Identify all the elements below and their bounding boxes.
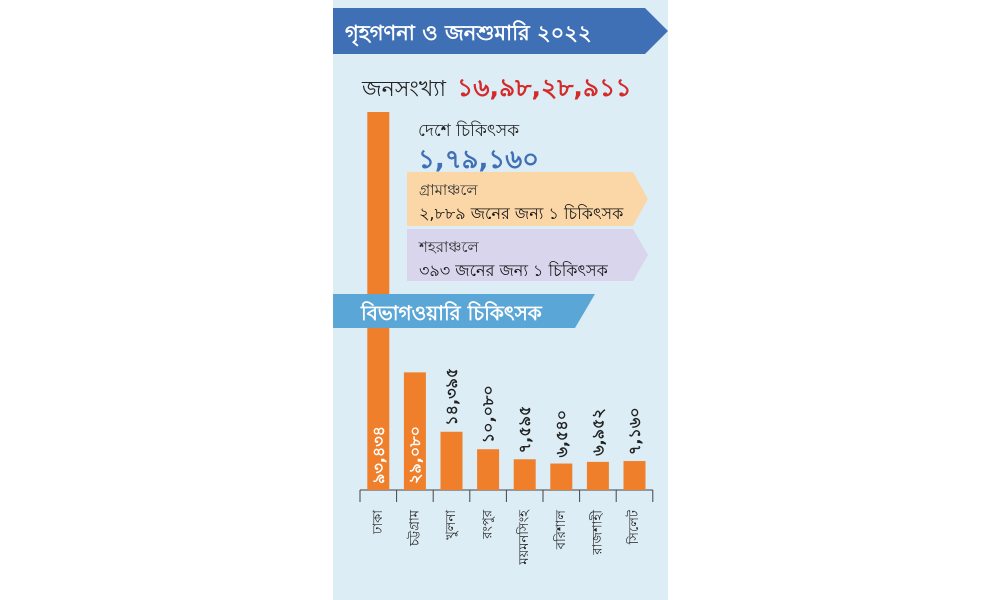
section-banner: বিভাগওয়ারি চিকিৎসক — [333, 294, 595, 328]
total-doctors-value: ১,৭৯,১৬০ — [418, 145, 540, 175]
category-label: ঢাকা — [371, 510, 386, 535]
category-label: ময়মনসিংহ — [516, 509, 532, 566]
bar — [586, 461, 609, 490]
population-value: ১৬,৯৮,২৮,৯১১ — [457, 73, 632, 102]
bar — [477, 449, 500, 490]
bar-value-label: ৬,৯৫২ — [588, 408, 607, 456]
division-bar-chart: ৯৩,৪৩৪ ঢাকা ২৯,০৮০ চট্টগ্রাম ১৪,৩৯৫ খুলনা ১০,০… — [359, 112, 654, 566]
bar — [623, 461, 646, 490]
bar — [440, 431, 463, 490]
rural-ratio-box: গ্রামাঞ্চলে ২,৮৮৯ জনের জন্য ১ চিকিৎসক — [407, 172, 648, 226]
bar-value-label: ১৪,৩৯৫ — [442, 368, 461, 426]
bar — [403, 372, 426, 490]
rural-box-shape — [407, 172, 648, 226]
category-label: খুলনা — [444, 510, 459, 540]
category-label: বরিশাল — [553, 510, 569, 551]
total-doctors-label: দেশে চিকিৎসক — [418, 121, 520, 141]
header-shape — [333, 8, 668, 54]
rural-title: গ্রামাঞ্চলে — [419, 181, 478, 199]
bar-value-label: ৬,৫৪০ — [552, 410, 571, 458]
bar-value-label: ২৯,০৮০ — [405, 426, 424, 484]
category-label: রাজশাহী — [589, 510, 605, 556]
header-title: গৃহগণনা ও জনশুমারি ২০২২ — [345, 21, 592, 45]
bar — [550, 463, 573, 490]
category-label: সিলেট — [626, 509, 642, 545]
bar — [513, 459, 536, 490]
header-banner: গৃহগণনা ও জনশুমারি ২০২২ — [333, 8, 668, 54]
urban-ratio-box: শহরাঞ্চলে ৩৯৩ জনের জন্য ১ চিকিৎসক — [407, 229, 648, 281]
category-label: চট্টগ্রাম — [406, 509, 422, 547]
bar-value-label: ৭,১৬০ — [625, 407, 644, 455]
population-label: জনসংখ্যা — [362, 77, 447, 102]
urban-ratio-text: ৩৯৩ জনের জন্য ১ চিকিৎসক — [419, 261, 608, 280]
urban-box-shape — [407, 229, 648, 281]
population-row: জনসংখ্যা ১৬,৯৮,২৮,৯১১ — [362, 68, 632, 111]
bar-value-label: ৭,৫৯৫ — [515, 406, 534, 454]
section-title: বিভাগওয়ারি চিকিৎসক — [361, 301, 542, 325]
category-label: রংপুর — [481, 509, 496, 540]
urban-title: শহরাঞ্চলে — [419, 238, 479, 256]
bar-value-label: ৯৩,৪৩৪ — [369, 426, 388, 484]
section-banner-shape — [333, 294, 595, 328]
rural-ratio-text: ২,৮৮৯ জনের জন্য ১ চিকিৎসক — [419, 204, 624, 223]
bar-value-label: ১০,০৮০ — [479, 385, 498, 443]
